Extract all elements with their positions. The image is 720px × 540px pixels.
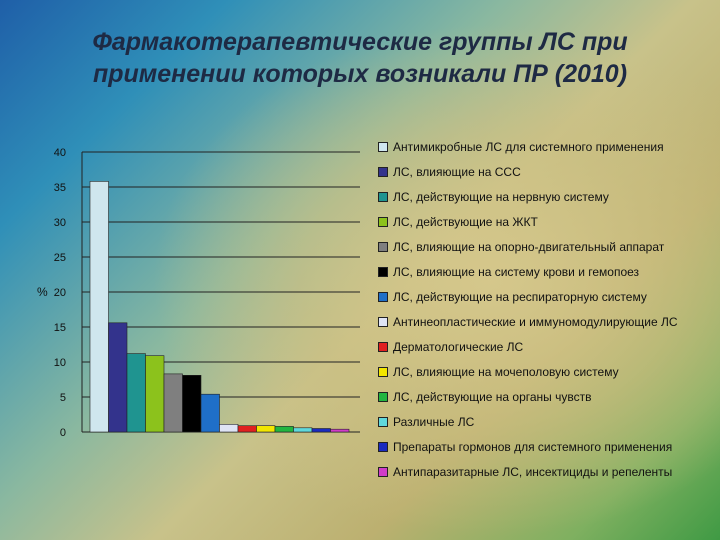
legend-swatch (378, 166, 388, 177)
legend-swatch (378, 316, 388, 327)
legend-item: Антимикробные ЛС для системного применен… (378, 134, 713, 159)
legend-label: Антинеопластические и иммуномодулирующие… (393, 314, 678, 329)
legend-label: ЛС, действующие на ЖКТ (393, 214, 538, 229)
bar (330, 428, 350, 433)
legend-item: ЛС, действующие на органы чувств (378, 384, 713, 409)
y-tick-label: 35 (54, 182, 66, 194)
chart-legend: Антимикробные ЛС для системного применен… (378, 134, 713, 484)
y-tick-label: 30 (54, 217, 66, 229)
legend-label: ЛС, действующие на органы чувств (393, 389, 592, 404)
legend-label: ЛС, влияющие на систему крови и гемопоез (393, 264, 640, 279)
legend-label: ЛС, действующие на нервную систему (393, 189, 609, 204)
legend-label: Дерматологические ЛС (393, 339, 524, 354)
legend-swatch (378, 266, 388, 277)
legend-label: Различные ЛС (393, 414, 475, 429)
legend-label: ЛС, влияющие на мочеполовую систему (393, 364, 619, 379)
legend-label: Антимикробные ЛС для системного применен… (393, 139, 664, 154)
legend-item: ЛС, действующие на нервную систему (378, 184, 713, 209)
legend-swatch (378, 366, 388, 377)
grid-layer (82, 151, 360, 398)
legend-item: ЛС, влияющие на опорно-двигательный аппа… (378, 234, 713, 259)
bar (182, 374, 202, 433)
legend-swatch (378, 291, 388, 302)
legend-swatch (378, 141, 388, 152)
legend-label: Антипаразитарные ЛС, инсектициды и репел… (393, 464, 673, 479)
legend-swatch (378, 416, 388, 427)
bar (293, 427, 313, 433)
bar (126, 353, 146, 433)
title-line-2: применении которых возникали ПР (2010) (92, 60, 628, 88)
legend-label: Препараты гормонов для системного примен… (393, 439, 673, 454)
legend-item: ЛС, влияющие на ССС (378, 159, 713, 184)
title-line-1: Фармакотерапевтические группы ЛС при (92, 28, 628, 56)
legend-item: Различные ЛС (378, 409, 713, 434)
legend-label: ЛС, влияющие на опорно-двигательный аппа… (393, 239, 665, 254)
legend-label: ЛС, влияющие на ССС (393, 164, 521, 179)
y-tick-label: 0 (60, 427, 66, 439)
bar (256, 425, 276, 433)
bar (219, 423, 239, 433)
legend-item: Антинеопластические и иммуномодулирующие… (378, 309, 713, 334)
legend-item: ЛС, действующие на респираторную систему (378, 284, 713, 309)
y-tick-label: 15 (54, 322, 66, 334)
bar-layer (89, 181, 350, 433)
bar (274, 426, 294, 433)
legend-swatch (378, 466, 388, 477)
legend-item: Антипаразитарные ЛС, инсектициды и репел… (378, 459, 713, 484)
bar (200, 393, 220, 433)
legend-item: ЛС, действующие на ЖКТ (378, 209, 713, 234)
slide-title: Фармакотерапевтические группы ЛС при при… (20, 26, 700, 90)
legend-item: Препараты гормонов для системного примен… (378, 434, 713, 459)
bar (89, 181, 109, 433)
legend-label: ЛС, действующие на респираторную систему (393, 289, 647, 304)
bar (145, 355, 165, 433)
y-tick-label: 40 (54, 147, 66, 159)
legend-item: Дерматологические ЛС (378, 334, 713, 359)
y-tick-label: 10 (54, 357, 66, 369)
legend-swatch (378, 441, 388, 452)
legend-swatch (378, 391, 388, 402)
bar (311, 428, 331, 433)
legend-swatch (378, 341, 388, 352)
bar (108, 322, 128, 433)
legend-swatch (378, 191, 388, 202)
y-tick-label: 25 (54, 252, 66, 264)
y-tick-label: 20 (54, 287, 66, 299)
bar (163, 373, 183, 433)
legend-item: ЛС, влияющие на систему крови и гемопоез (378, 259, 713, 284)
legend-swatch (378, 216, 388, 227)
y-tick-label: 5 (60, 392, 66, 404)
legend-item: ЛС, влияющие на мочеполовую систему (378, 359, 713, 384)
legend-swatch (378, 241, 388, 252)
y-axis-label: % (37, 285, 48, 299)
bar (237, 425, 257, 433)
